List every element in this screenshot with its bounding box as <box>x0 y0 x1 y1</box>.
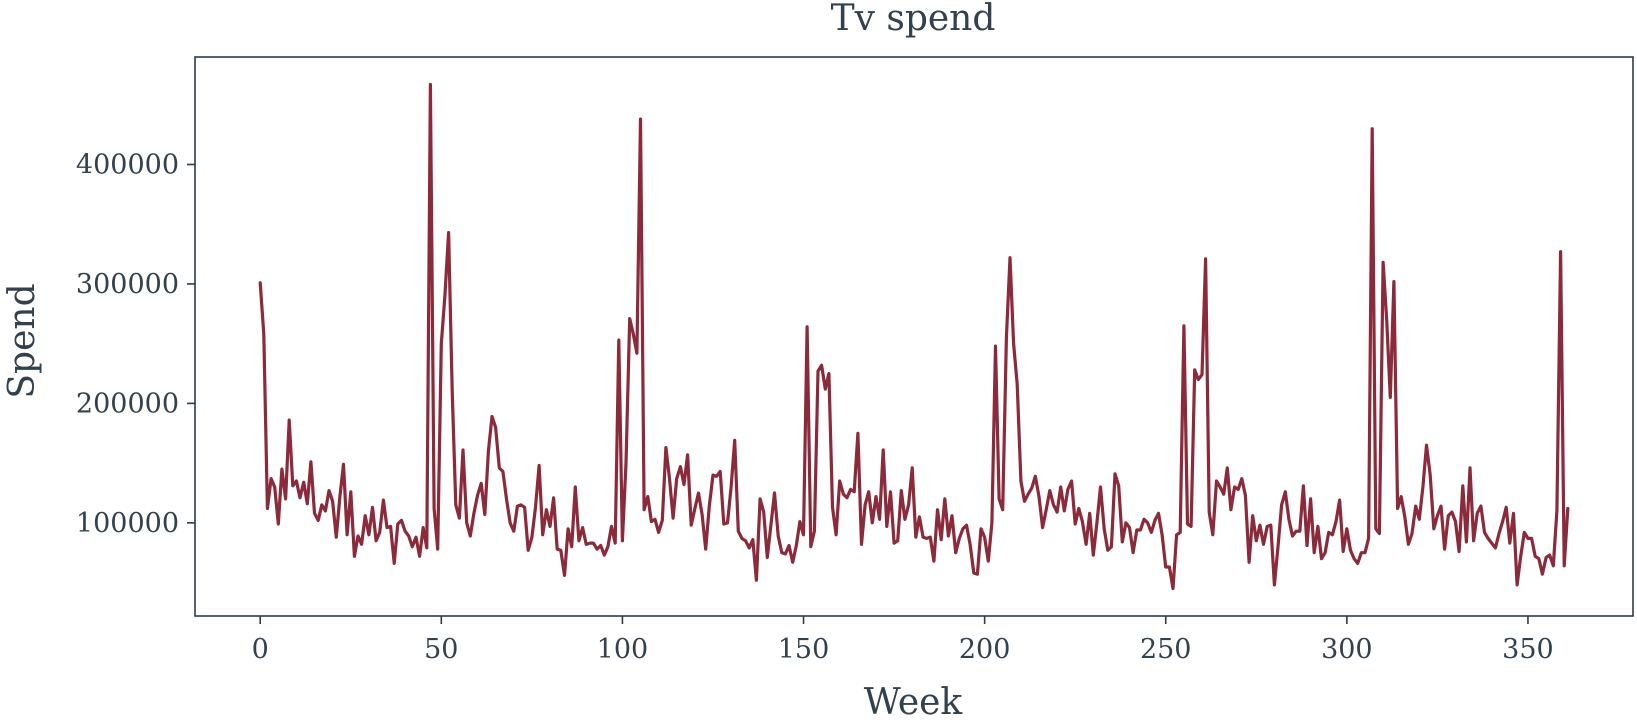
x-tick-label: 0 <box>252 634 269 665</box>
x-axis-label: Week <box>864 682 964 723</box>
x-tick-label: 200 <box>959 634 1011 665</box>
y-tick-label: 200000 <box>76 388 179 419</box>
plot-frame <box>194 56 1634 617</box>
x-tick-label: 50 <box>424 634 458 665</box>
chart-title: Tv spend <box>831 0 996 39</box>
y-tick-label: 300000 <box>76 269 179 300</box>
x-tick-label: 250 <box>1140 634 1192 665</box>
x-axis: 0 50 100 150 200 250 300 350 <box>252 616 1554 665</box>
x-tick-label: 350 <box>1502 634 1554 665</box>
y-tick-label: 400000 <box>76 150 179 181</box>
y-tick-label: 100000 <box>76 508 179 539</box>
x-tick-label: 100 <box>597 634 649 665</box>
x-tick-label: 300 <box>1321 634 1373 665</box>
spend-line <box>258 82 1570 591</box>
y-axis: 100000 200000 300000 400000 <box>76 150 195 539</box>
x-tick-label: 150 <box>778 634 830 665</box>
y-axis-label: Spend <box>2 283 43 398</box>
